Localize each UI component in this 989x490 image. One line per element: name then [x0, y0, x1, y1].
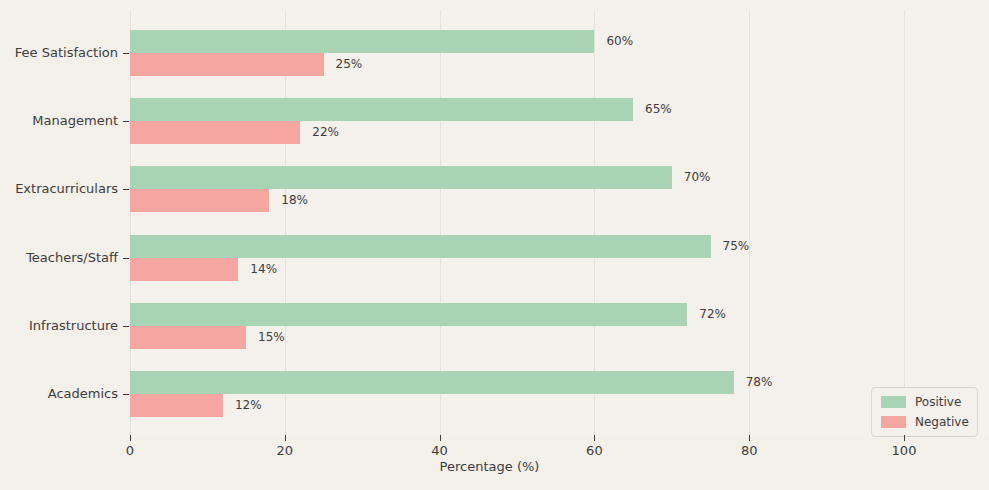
value-label: 75%	[723, 235, 750, 258]
bar-negative	[130, 394, 223, 417]
value-label: 15%	[258, 326, 285, 349]
bar-positive	[130, 30, 594, 53]
value-label: 22%	[312, 121, 339, 144]
category-label: Teachers/Staff	[6, 250, 118, 266]
value-label: 72%	[699, 303, 726, 326]
bar-negative	[130, 53, 324, 76]
bar-negative	[130, 189, 269, 212]
bar-negative	[130, 121, 300, 144]
bar-positive	[130, 371, 734, 394]
legend-item-positive: Positive	[881, 395, 968, 409]
x-tick-label: 60	[586, 443, 603, 458]
y-tick	[123, 53, 129, 54]
legend-label: Negative	[915, 415, 969, 429]
value-label: 78%	[746, 371, 773, 394]
bar-chart-figure: 60% 25% 65% 22% 70% 18% 75% 14% 72% 15% 78% 12% Per…	[0, 0, 989, 490]
category-label: Infrastructure	[6, 318, 118, 334]
value-label: 65%	[645, 98, 672, 121]
x-tick	[440, 435, 441, 441]
category-label: Extracurriculars	[6, 181, 118, 197]
bar-positive	[130, 166, 672, 189]
bar-positive	[130, 235, 711, 258]
value-label: 12%	[235, 394, 262, 417]
legend-swatch-positive	[881, 396, 906, 408]
x-axis-label: Percentage (%)	[440, 459, 540, 474]
legend-item-negative: Negative	[881, 415, 968, 429]
x-tick	[904, 435, 905, 441]
y-tick	[123, 189, 129, 190]
legend-label: Positive	[915, 395, 961, 409]
x-tick-label: 100	[892, 443, 917, 458]
x-tick-label: 40	[431, 443, 448, 458]
value-label: 70%	[684, 166, 711, 189]
value-label: 14%	[250, 258, 277, 281]
value-label: 60%	[606, 30, 633, 53]
y-tick	[123, 326, 129, 327]
x-tick-label: 80	[741, 443, 758, 458]
plot-area: 60% 25% 65% 22% 70% 18% 75% 14% 72% 15% 78% 12%	[130, 10, 989, 435]
x-tick-label: 20	[277, 443, 294, 458]
value-label: 25%	[336, 53, 363, 76]
x-tick-label: 0	[126, 443, 134, 458]
y-tick	[123, 394, 129, 395]
bar-positive	[130, 98, 633, 121]
x-tick	[285, 435, 286, 441]
x-tick	[594, 435, 595, 441]
bar-positive	[130, 303, 687, 326]
bar-negative	[130, 258, 238, 281]
category-label: Academics	[6, 386, 118, 402]
legend: Positive Negative	[871, 387, 978, 437]
x-tick	[130, 435, 131, 441]
bar-negative	[130, 326, 246, 349]
x-tick	[749, 435, 750, 441]
y-tick	[123, 258, 129, 259]
legend-swatch-negative	[881, 416, 906, 428]
category-label: Management	[6, 113, 118, 129]
value-label: 18%	[281, 189, 308, 212]
category-label: Fee Satisfaction	[6, 45, 118, 61]
gridline	[904, 10, 905, 435]
y-tick	[123, 121, 129, 122]
